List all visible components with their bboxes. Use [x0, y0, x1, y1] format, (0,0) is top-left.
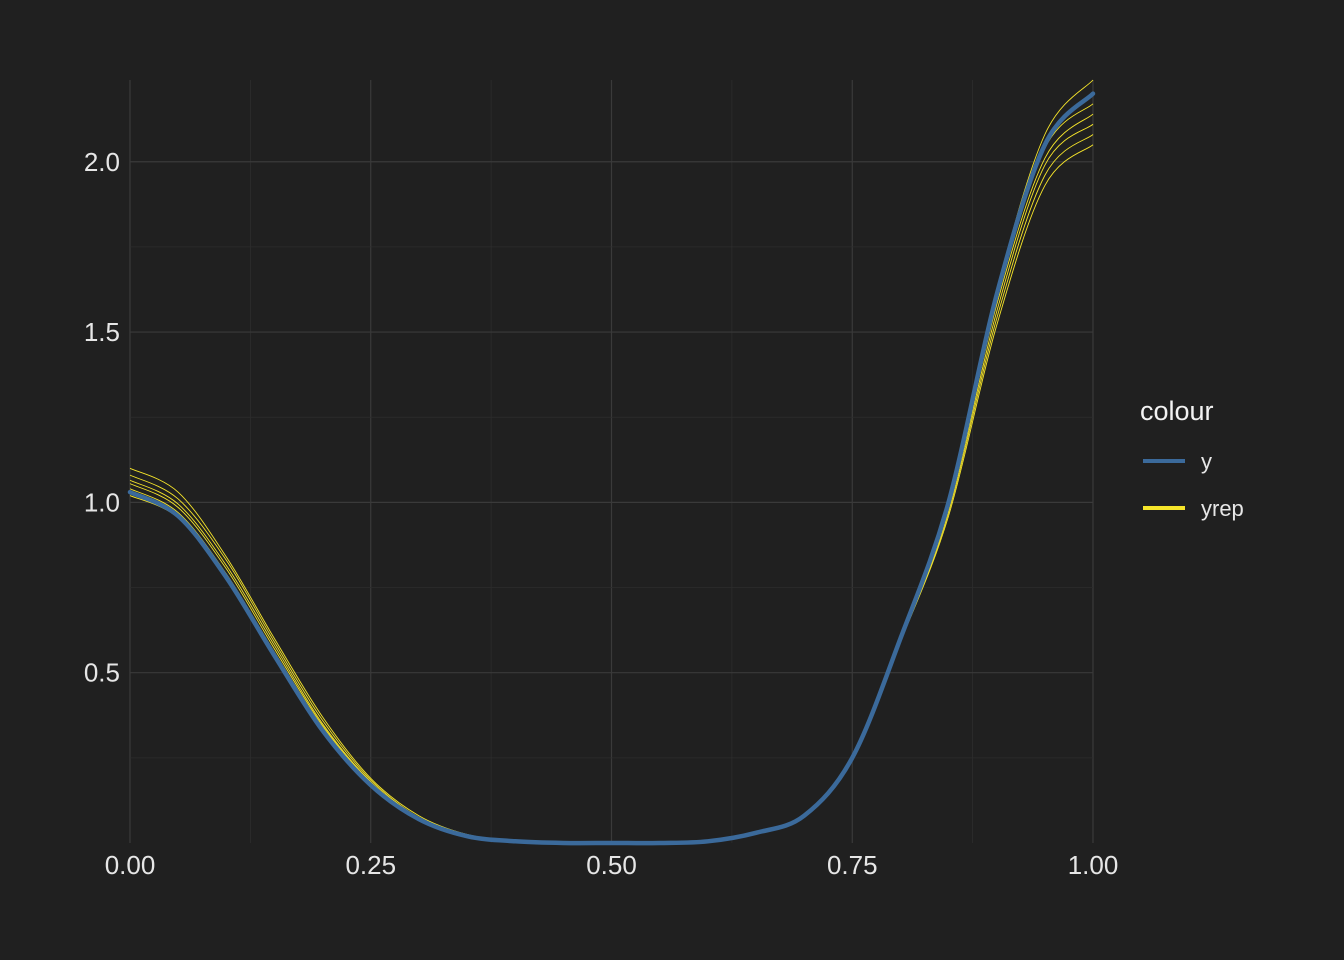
legend-label-yrep: yrep	[1201, 496, 1244, 521]
x-tick-label: 0.00	[105, 850, 156, 880]
x-tick-label: 1.00	[1068, 850, 1119, 880]
legend-label-y: y	[1201, 449, 1212, 474]
y-series-line	[127, 91, 1096, 846]
y-tick-label: 1.5	[84, 317, 120, 347]
y-tick-label: 2.0	[84, 147, 120, 177]
legend-title: colour	[1140, 396, 1214, 426]
y-line	[127, 91, 1096, 846]
y-tick-label: 0.5	[84, 658, 120, 688]
grid	[129, 80, 1094, 843]
x-axis-ticks: 0.00 0.25 0.50 0.75 1.00	[105, 850, 1119, 880]
y-axis-ticks: 0.5 1.0 1.5 2.0	[84, 147, 120, 688]
y-tick-label: 1.0	[84, 487, 120, 517]
x-tick-label: 0.25	[345, 850, 396, 880]
legend: colour y yrep	[1140, 396, 1244, 521]
x-tick-label: 0.75	[827, 850, 878, 880]
x-tick-label: 0.50	[586, 850, 637, 880]
